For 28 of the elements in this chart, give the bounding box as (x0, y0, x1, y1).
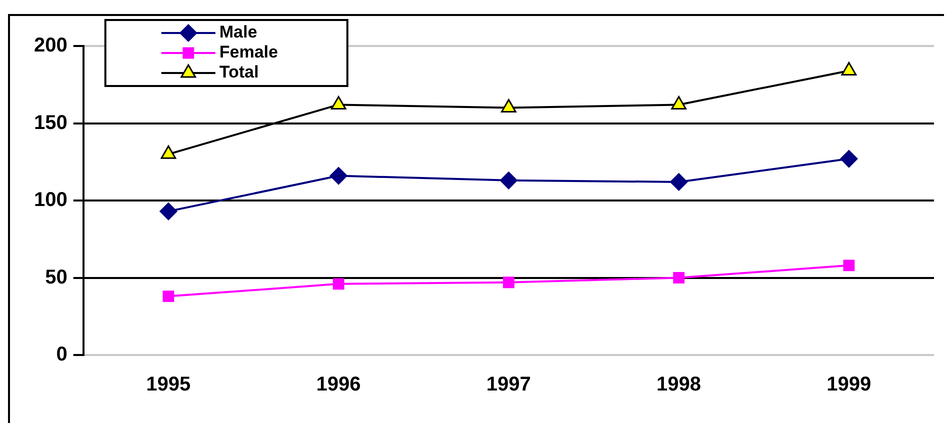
x-tick-label: 1999 (826, 374, 872, 396)
x-tick-label: 1995 (146, 374, 191, 396)
point (673, 272, 685, 284)
point (160, 202, 178, 220)
legend-label: Total (219, 62, 259, 82)
point (502, 276, 514, 288)
point (841, 62, 857, 76)
point (670, 173, 688, 191)
legend-label: Female (219, 42, 278, 62)
point (840, 150, 858, 168)
x-tick-label: 1998 (656, 374, 702, 396)
x-tick-label: 1996 (316, 374, 361, 396)
point (500, 172, 518, 190)
point (160, 145, 176, 159)
point (162, 290, 174, 302)
y-tick-label: 50 (45, 266, 68, 288)
point (843, 260, 855, 272)
point (330, 167, 348, 185)
point (330, 96, 346, 110)
y-tick-label: 0 (56, 344, 68, 366)
point (501, 99, 516, 113)
x-tick-label: 1997 (486, 374, 531, 396)
point (332, 278, 344, 290)
point (671, 96, 686, 110)
y-tick-label: 150 (34, 112, 68, 134)
y-tick-label: 100 (34, 189, 68, 212)
legend-label: Male (219, 22, 258, 42)
y-tick-label: 200 (34, 34, 68, 57)
